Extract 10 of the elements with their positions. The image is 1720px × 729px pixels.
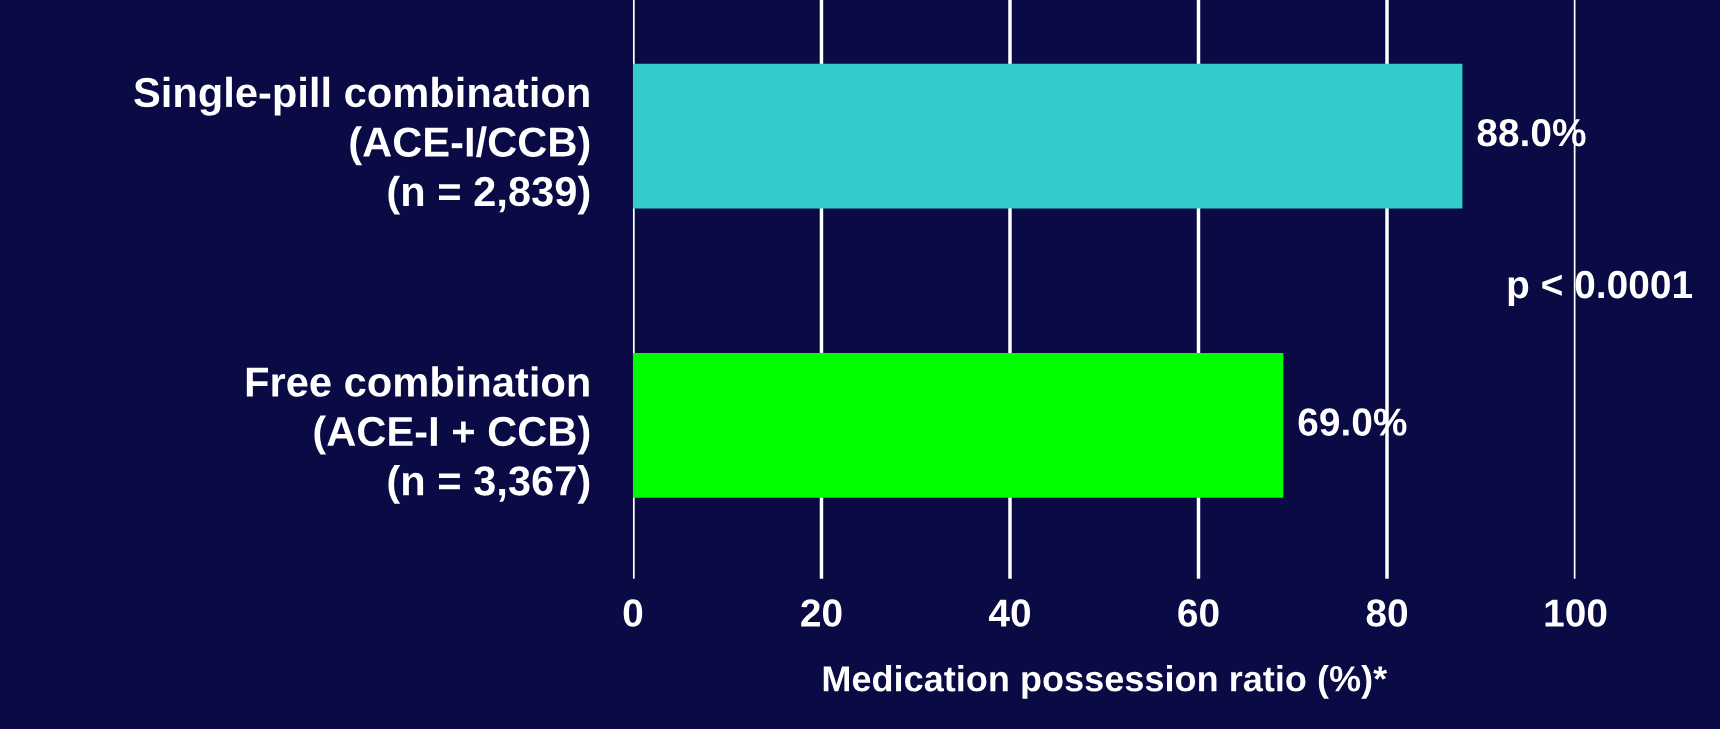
x-tick-label: 100 [1545, 599, 1607, 627]
x-tick-label: 40 [988, 599, 1031, 627]
y-tick-label: Single-pill combination (ACE-I/CCB) (n = 2,839) [134, 76, 590, 215]
x-tick-label: 80 [1366, 599, 1408, 627]
annotation: p < 0.0001 [1508, 270, 1693, 307]
x-tick-label: 20 [801, 599, 842, 627]
x-tick-label: 60 [1178, 599, 1219, 627]
y-tick-label: Free combination (ACE-I + CCB) (n = 3,367) [246, 366, 590, 504]
x-axis-title: Medication possession ratio (%)* [823, 665, 1388, 699]
x-tick-label: 0 [623, 599, 643, 627]
